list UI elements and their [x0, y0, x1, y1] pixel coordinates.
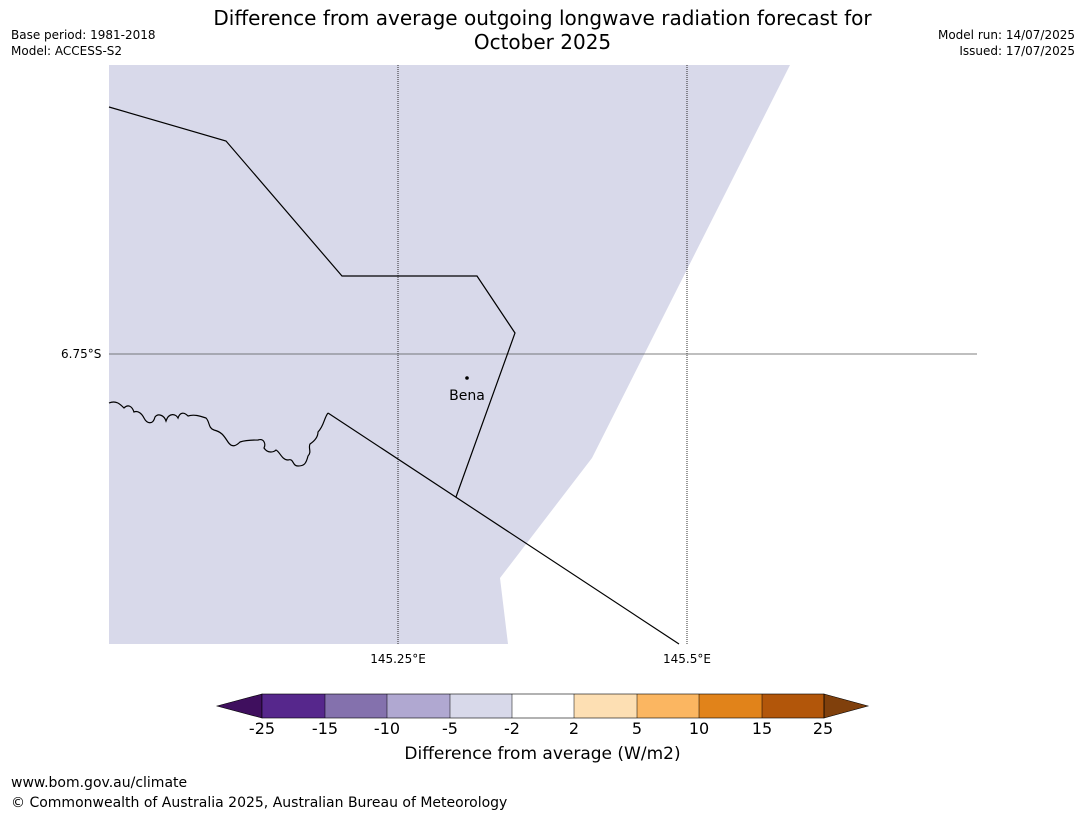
- meta-left: Base period: 1981-2018 Model: ACCESS-S2: [11, 27, 156, 59]
- colorbar-tick: 2: [568, 719, 580, 738]
- province-border-south: [327, 412, 680, 645]
- colorbar-tick: -25: [248, 719, 276, 738]
- base-period: Base period: 1981-2018: [11, 28, 156, 42]
- lon-label-145.25: 145.25°E: [370, 652, 426, 666]
- colorbar-tick: -5: [442, 719, 458, 738]
- colorbar: [215, 693, 870, 719]
- lat-label: 6.75°S: [61, 347, 102, 361]
- colorbar-extend-high: [823, 693, 870, 719]
- colorbar-swatch: [262, 694, 325, 718]
- lon-label-145.5: 145.5°E: [663, 652, 711, 666]
- place-label: Bena: [449, 388, 485, 404]
- colorbar-swatch: [387, 694, 450, 718]
- title-line-2: October 2025: [473, 30, 612, 54]
- province-border-north: [108, 106, 516, 498]
- colorbar-tick: 25: [812, 719, 834, 738]
- colorbar-tick: -10: [373, 719, 401, 738]
- model-run: Model run: 14/07/2025: [937, 28, 1075, 42]
- colorbar-frame: [261, 693, 825, 719]
- title-line-1: Difference from average outgoing longwav…: [213, 6, 872, 30]
- footer-copyright: © Commonwealth of Australia 2025, Austra…: [11, 795, 508, 811]
- colorbar-tick: -2: [504, 719, 520, 738]
- map-title: Difference from average outgoing longwav…: [0, 6, 1085, 54]
- colorbar-tick: 5: [631, 719, 643, 738]
- colorbar-swatch: [637, 694, 699, 718]
- colorbar-swatch: [574, 694, 637, 718]
- colorbar-label: Difference from average (W/m2): [404, 744, 681, 764]
- issued-date: Issued: 17/07/2025: [959, 44, 1075, 58]
- model-name: Model: ACCESS-S2: [11, 44, 123, 58]
- colorbar-tick: 10: [688, 719, 710, 738]
- colorbar-tick: -15: [311, 719, 339, 738]
- meta-right: Model run: 14/07/2025 Issued: 17/07/2025: [938, 27, 1075, 59]
- colorbar-swatch: [325, 694, 387, 718]
- river-line: [108, 401, 329, 467]
- colorbar-swatch: [512, 694, 574, 718]
- colorbar-swatch: [762, 694, 824, 718]
- town-marker: [465, 376, 469, 380]
- colorbar-swatch: [450, 694, 512, 718]
- colorbar-tick: 15: [751, 719, 773, 738]
- colorbar-swatch: [699, 694, 762, 718]
- anomaly-field: [109, 65, 790, 644]
- footer-url[interactable]: www.bom.gov.au/climate: [11, 775, 188, 791]
- colorbar-extend-low: [215, 693, 263, 719]
